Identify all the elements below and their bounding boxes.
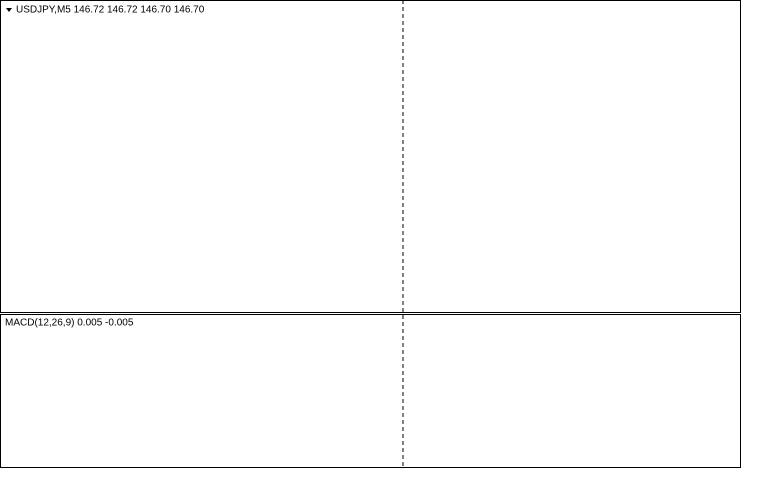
macd-title: MACD(12,26,9) 0.005 -0.005 <box>5 318 134 329</box>
macd-panel-frame <box>0 314 741 468</box>
main-panel-frame <box>0 0 741 313</box>
chart-title: USDJPY,M5 146.72 146.72 146.70 146.70 <box>16 5 205 16</box>
menu-arrow <box>6 8 12 12</box>
